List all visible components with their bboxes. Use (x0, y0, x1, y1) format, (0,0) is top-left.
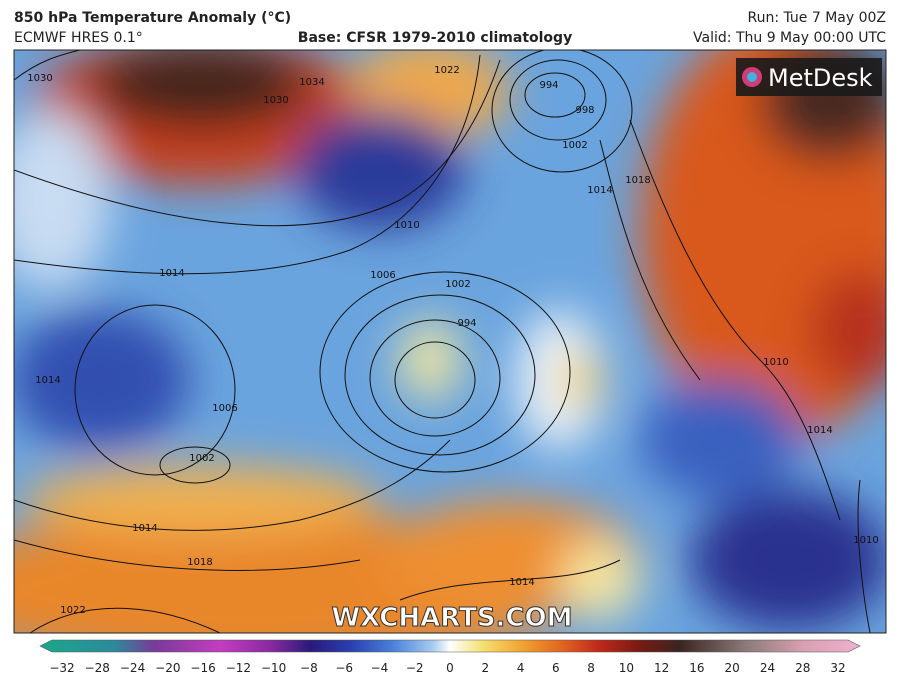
isobar-label: 1014 (587, 185, 612, 196)
isobar-label: 1006 (370, 270, 395, 281)
isobar-label: 998 (575, 105, 594, 116)
colorbar-tick-label: −32 (49, 661, 74, 675)
colorbar-tick-label: −6 (335, 661, 353, 675)
colorbar-tick-label: 0 (446, 661, 454, 675)
watermark: WXCHARTS.COM (331, 603, 572, 633)
colorbar-tick-label: 16 (689, 661, 704, 675)
colorbar-tick-label: 12 (654, 661, 669, 675)
isobar-label: 1018 (187, 557, 212, 568)
run: Run: Tue 7 May 00Z (747, 10, 886, 26)
logo-icon-core (747, 72, 757, 82)
colorbar-tick-label: −24 (120, 661, 145, 675)
title: 850 hPa Temperature Anomaly (°C) (14, 10, 291, 26)
isobar-label: 1010 (853, 535, 878, 546)
isobar-label: 1018 (625, 175, 650, 186)
colorbar-tick-label: −2 (406, 661, 424, 675)
colorbar-tick-label: 8 (587, 661, 595, 675)
colorbar-tick-label: −20 (155, 661, 180, 675)
logo: MetDesk (768, 64, 873, 92)
isobars (14, 50, 871, 633)
map-frame (13, 49, 887, 634)
isobar-label: 1034 (299, 77, 324, 88)
colorbar-ticks: −32 −28 −24 −20 −16 −12 −10 −8 −6 −4 −2 0 2 4 6 8 10 12 16… (49, 661, 845, 675)
isobar-label: 1010 (763, 357, 788, 368)
isobar-label: 1022 (434, 65, 459, 76)
model: ECMWF HRES 0.1° (14, 30, 143, 46)
colorbar-tick-label: −16 (190, 661, 215, 675)
colorbar-tick-label: 6 (552, 661, 560, 675)
isobar-label: 1014 (807, 425, 832, 436)
colorbar-tick-label: 2 (481, 661, 489, 675)
isobar-label: 1030 (263, 95, 288, 106)
colorbar-tick-label: 24 (760, 661, 775, 675)
isobar-label: 1014 (159, 268, 184, 279)
isobar-label: 1014 (132, 523, 157, 534)
colorbar-tick-label: 4 (517, 661, 525, 675)
isobar-label: 1010 (394, 220, 419, 231)
colorbar-tick-label: −10 (261, 661, 286, 675)
valid: Valid: Thu 9 May 00:00 UTC (693, 30, 886, 46)
isobar-label: 1030 (27, 73, 52, 84)
isobar-label: 1002 (562, 140, 587, 151)
colorbar-tick-label: 20 (725, 661, 740, 675)
isobar-label: 1022 (60, 605, 85, 616)
colorbar-tick-label: −12 (226, 661, 251, 675)
isobar-label: 1002 (189, 453, 214, 464)
colorbar (39, 639, 861, 653)
colorbar-tick-label: −8 (300, 661, 318, 675)
map: MetDesk WXCHARTS.COM (14, 50, 886, 633)
base: Base: CFSR 1979-2010 climatology (298, 30, 572, 46)
isobar-label: 1006 (212, 403, 237, 414)
isobar-label: 994 (539, 80, 558, 91)
colorbar-tick-label: −4 (371, 661, 389, 675)
isobar-label: 1014 (35, 375, 60, 386)
isobar-labels: 1030 1034 1030 1022 994 998 1002 1014 1010 1006 10… (27, 65, 878, 616)
isobar-label: 1014 (509, 577, 534, 588)
isobar-label: 994 (457, 318, 476, 329)
colorbar-tick-label: 28 (795, 661, 810, 675)
colorbar-tick-label: 32 (830, 661, 845, 675)
colorbar-tick-label: 10 (619, 661, 634, 675)
colorbar-tick-label: −28 (85, 661, 110, 675)
isobar-label: 1002 (445, 279, 470, 290)
